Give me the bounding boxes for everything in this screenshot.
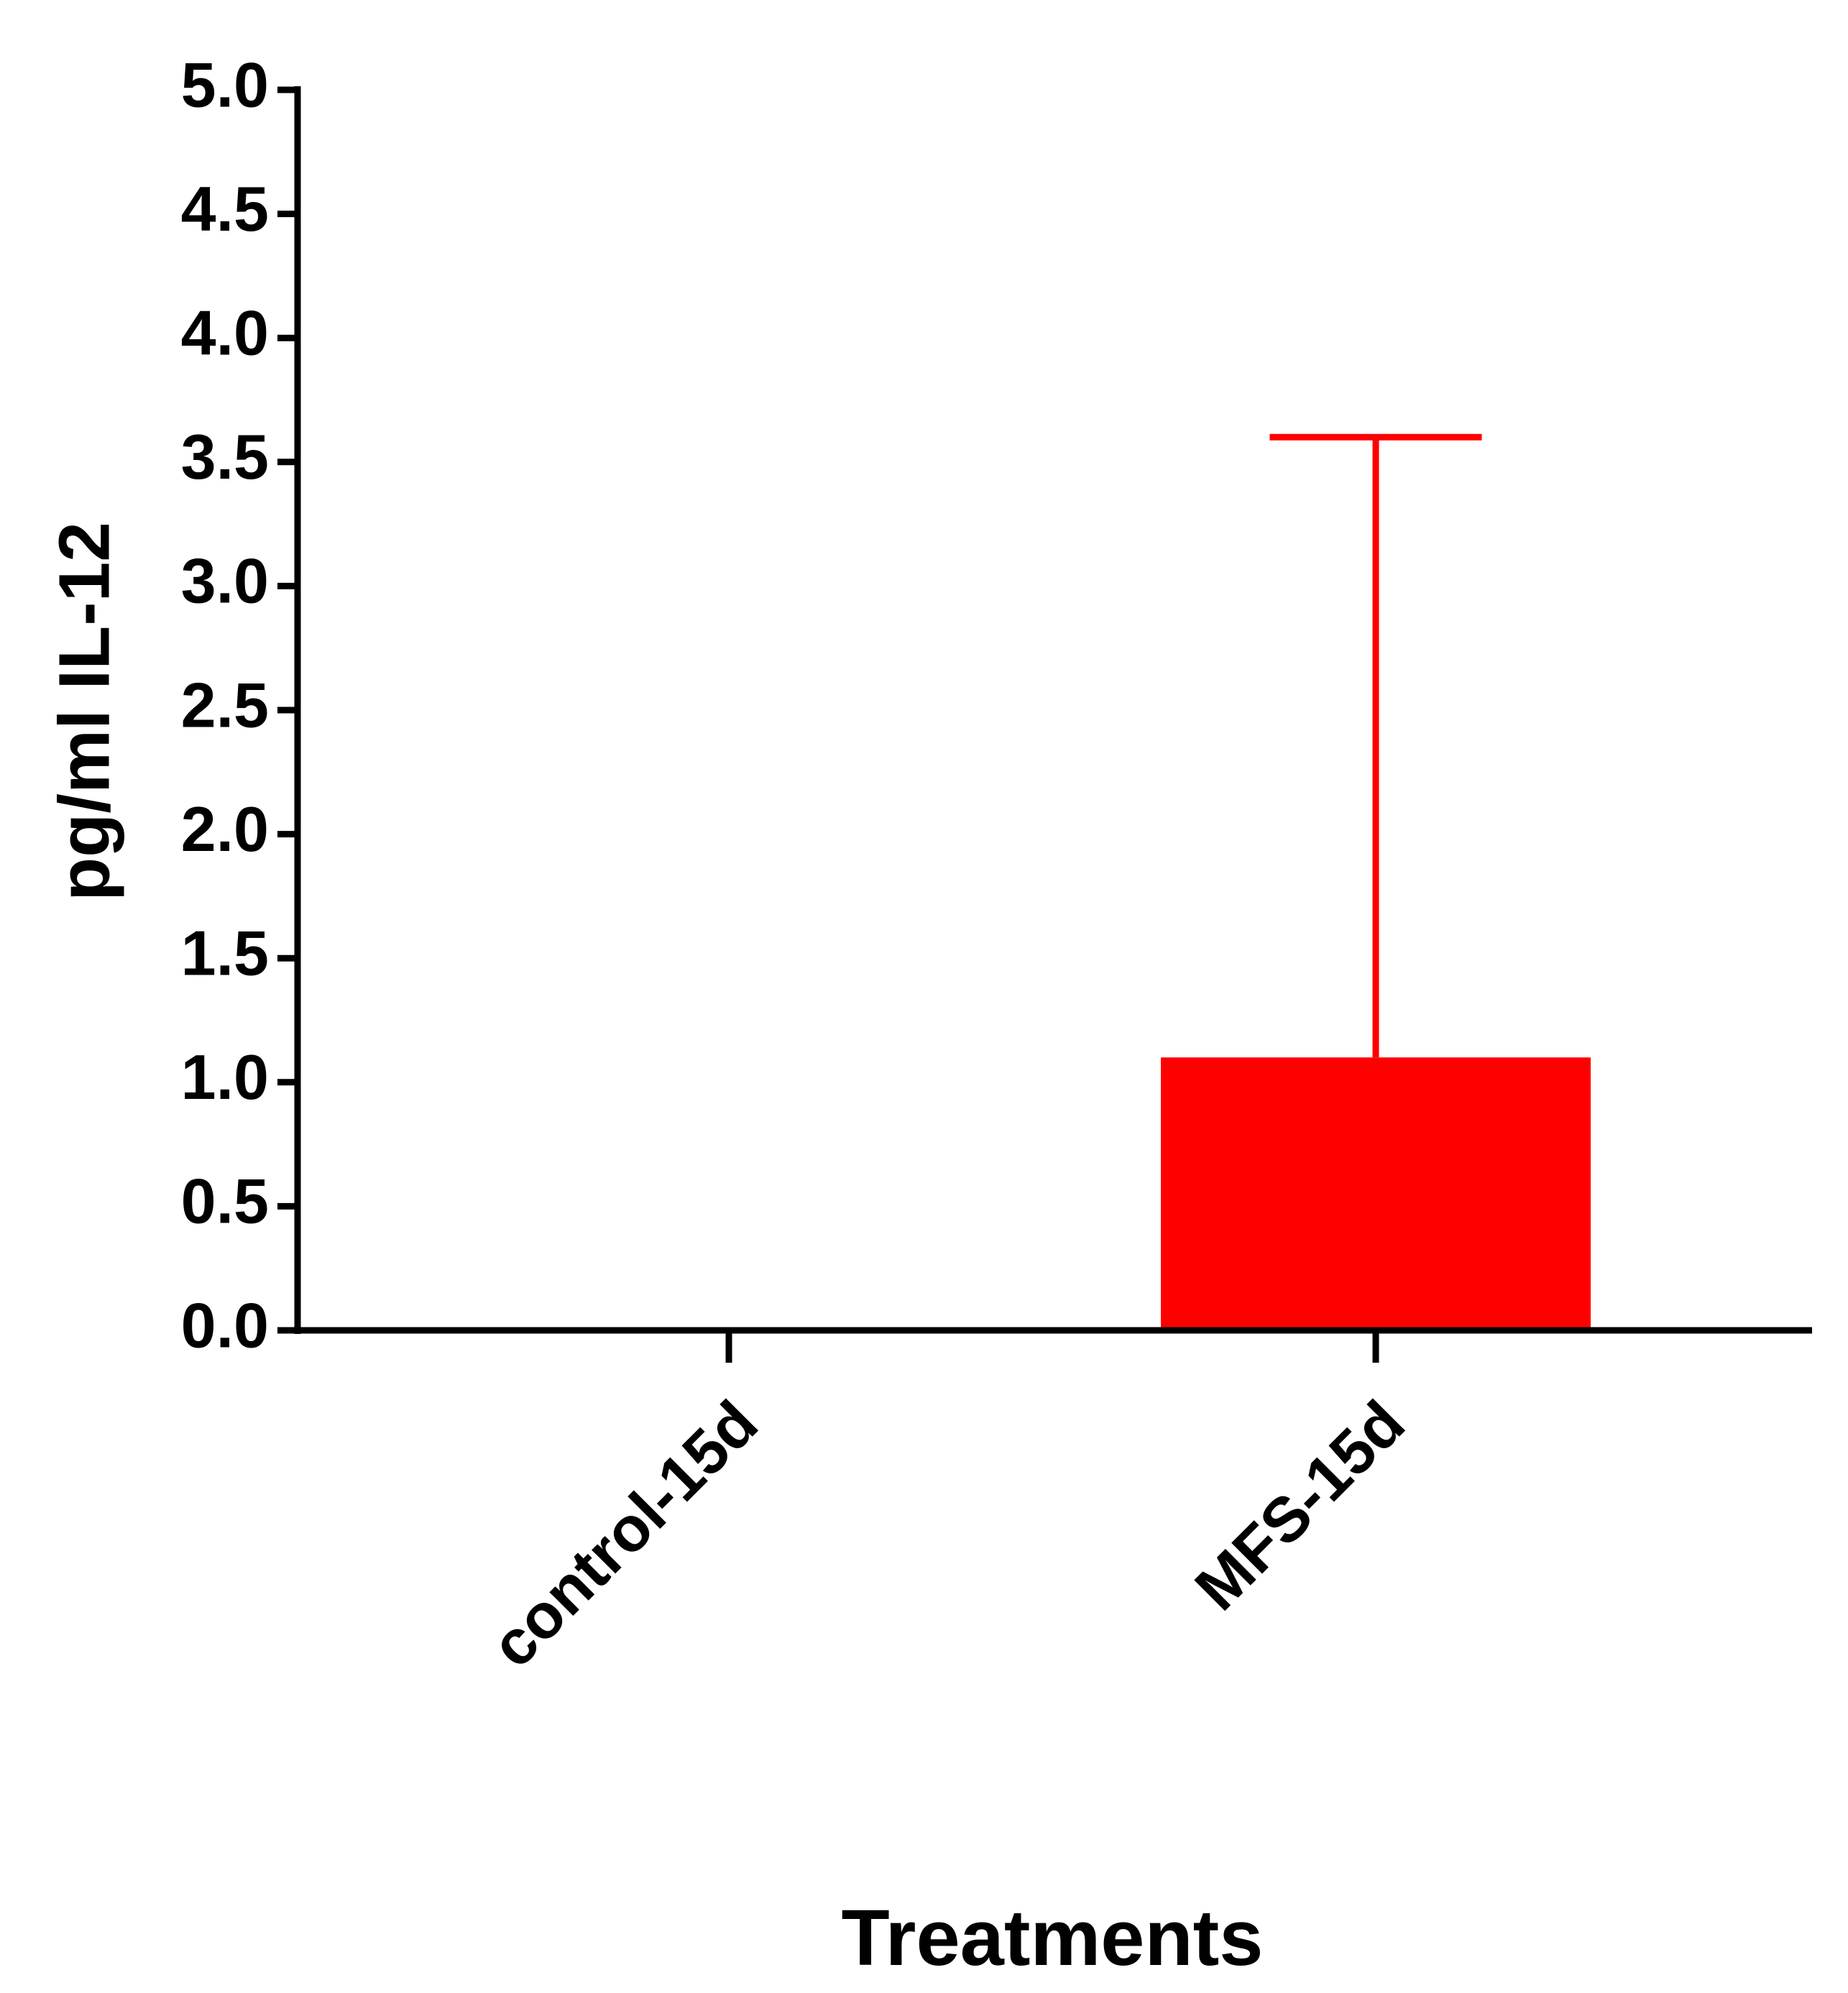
y-tick-label: 2.0: [181, 793, 269, 865]
y-tick-label: 3.5: [181, 421, 269, 492]
x-axis-label: Treatments: [842, 1894, 1264, 1982]
x-tick-label: MFS-15d: [1181, 1387, 1417, 1624]
bar: [1161, 1057, 1591, 1330]
y-tick-label: 0.0: [181, 1289, 269, 1361]
y-tick-label: 5.0: [181, 49, 269, 120]
y-tick-label: 1.5: [181, 917, 269, 988]
y-tick-label: 2.5: [181, 669, 269, 740]
y-axis-label: pg/ml IL-12: [44, 522, 124, 901]
x-tick-label: control-15d: [477, 1387, 771, 1681]
y-tick-label: 1.0: [181, 1041, 269, 1113]
y-tick-label: 4.5: [181, 173, 269, 244]
y-tick-label: 4.0: [181, 297, 269, 368]
y-tick-label: 3.0: [181, 546, 269, 617]
y-tick-label: 0.5: [181, 1166, 269, 1237]
